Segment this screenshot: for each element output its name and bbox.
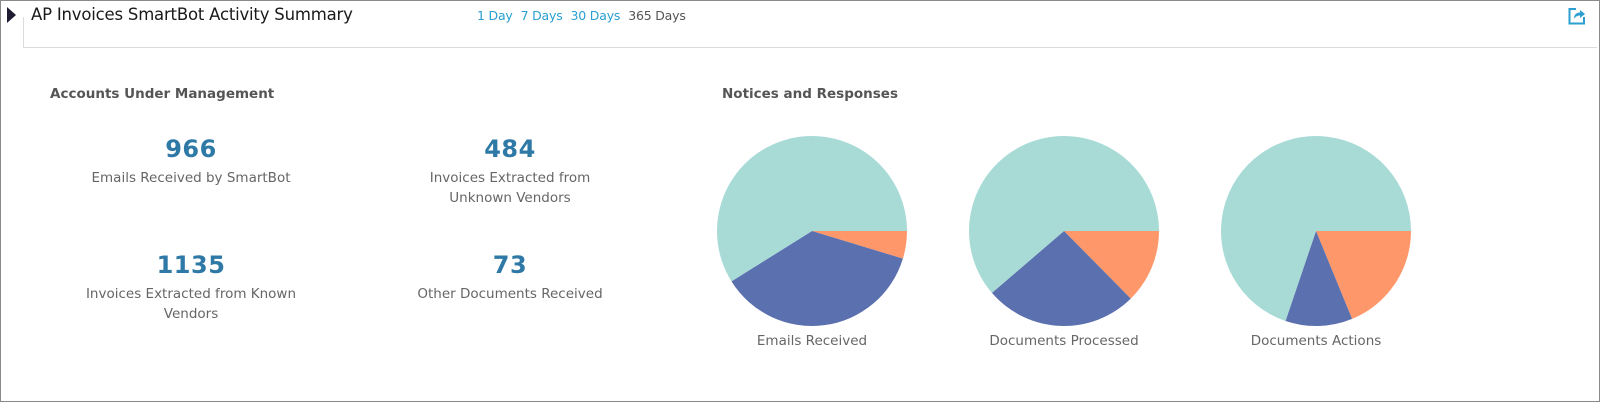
pie-label: Documents Processed: [989, 333, 1139, 349]
share-export-icon[interactable]: [1567, 6, 1587, 26]
pie-slice[interactable]: [1316, 231, 1411, 319]
notices-section-title: Notices and Responses: [722, 86, 898, 102]
pie-slice[interactable]: [812, 231, 907, 259]
pie-slice[interactable]: [1064, 231, 1159, 299]
pie-slice[interactable]: [731, 231, 903, 326]
accounts-section-title: Accounts Under Management: [50, 86, 275, 102]
pie-label: Documents Actions: [1250, 333, 1382, 349]
stat-value: 73: [492, 251, 528, 279]
range-1-day[interactable]: 1 Day: [477, 8, 513, 23]
pie-chart[interactable]: [968, 135, 1160, 327]
stat-other-documents: 73 Other Documents Received: [360, 250, 660, 304]
panel-title: AP Invoices SmartBot Activity Summary: [31, 5, 353, 24]
range-30-days[interactable]: 30 Days: [570, 8, 621, 23]
range-365-days[interactable]: 365 Days: [628, 8, 686, 23]
pie-label: Emails Received: [756, 333, 868, 349]
pie-slice[interactable]: [1285, 231, 1353, 326]
stat-label: Emails Received by SmartBot: [91, 170, 291, 186]
pie-slice[interactable]: [991, 231, 1131, 326]
stat-value: 1135: [156, 251, 226, 279]
pie-emails-received: Emails Received: [702, 135, 922, 349]
header-left-rule: [23, 17, 24, 47]
stat-emails-received: 966 Emails Received by SmartBot: [41, 134, 341, 188]
stat-label: Invoices Extracted from Known Vendors: [85, 286, 297, 322]
stat-label: Other Documents Received: [417, 286, 603, 302]
stat-invoices-known-vendors: 1135 Invoices Extracted from Known Vendo…: [41, 250, 341, 324]
stat-invoices-unknown-vendors: 484 Invoices Extracted from Unknown Vend…: [360, 134, 660, 208]
header-divider: [23, 47, 1597, 48]
pie-chart[interactable]: [1220, 135, 1412, 327]
range-7-days[interactable]: 7 Days: [520, 8, 563, 23]
pie-documents-actions: Documents Actions: [1206, 135, 1426, 349]
panel-header: AP Invoices SmartBot Activity Summary 1 …: [1, 1, 1599, 31]
pie-slice[interactable]: [1221, 136, 1411, 321]
stat-value: 966: [165, 135, 217, 163]
pie-slice[interactable]: [717, 136, 907, 282]
pie-slice[interactable]: [969, 136, 1159, 293]
stat-value: 484: [484, 135, 536, 163]
pie-documents-processed: Documents Processed: [954, 135, 1174, 349]
date-range-selector: 1 Day 7 Days 30 Days 365 Days: [477, 8, 686, 23]
triangle-right-icon[interactable]: [7, 7, 16, 23]
pie-chart[interactable]: [716, 135, 908, 327]
stat-label: Invoices Extracted from Unknown Vendors: [429, 170, 591, 206]
